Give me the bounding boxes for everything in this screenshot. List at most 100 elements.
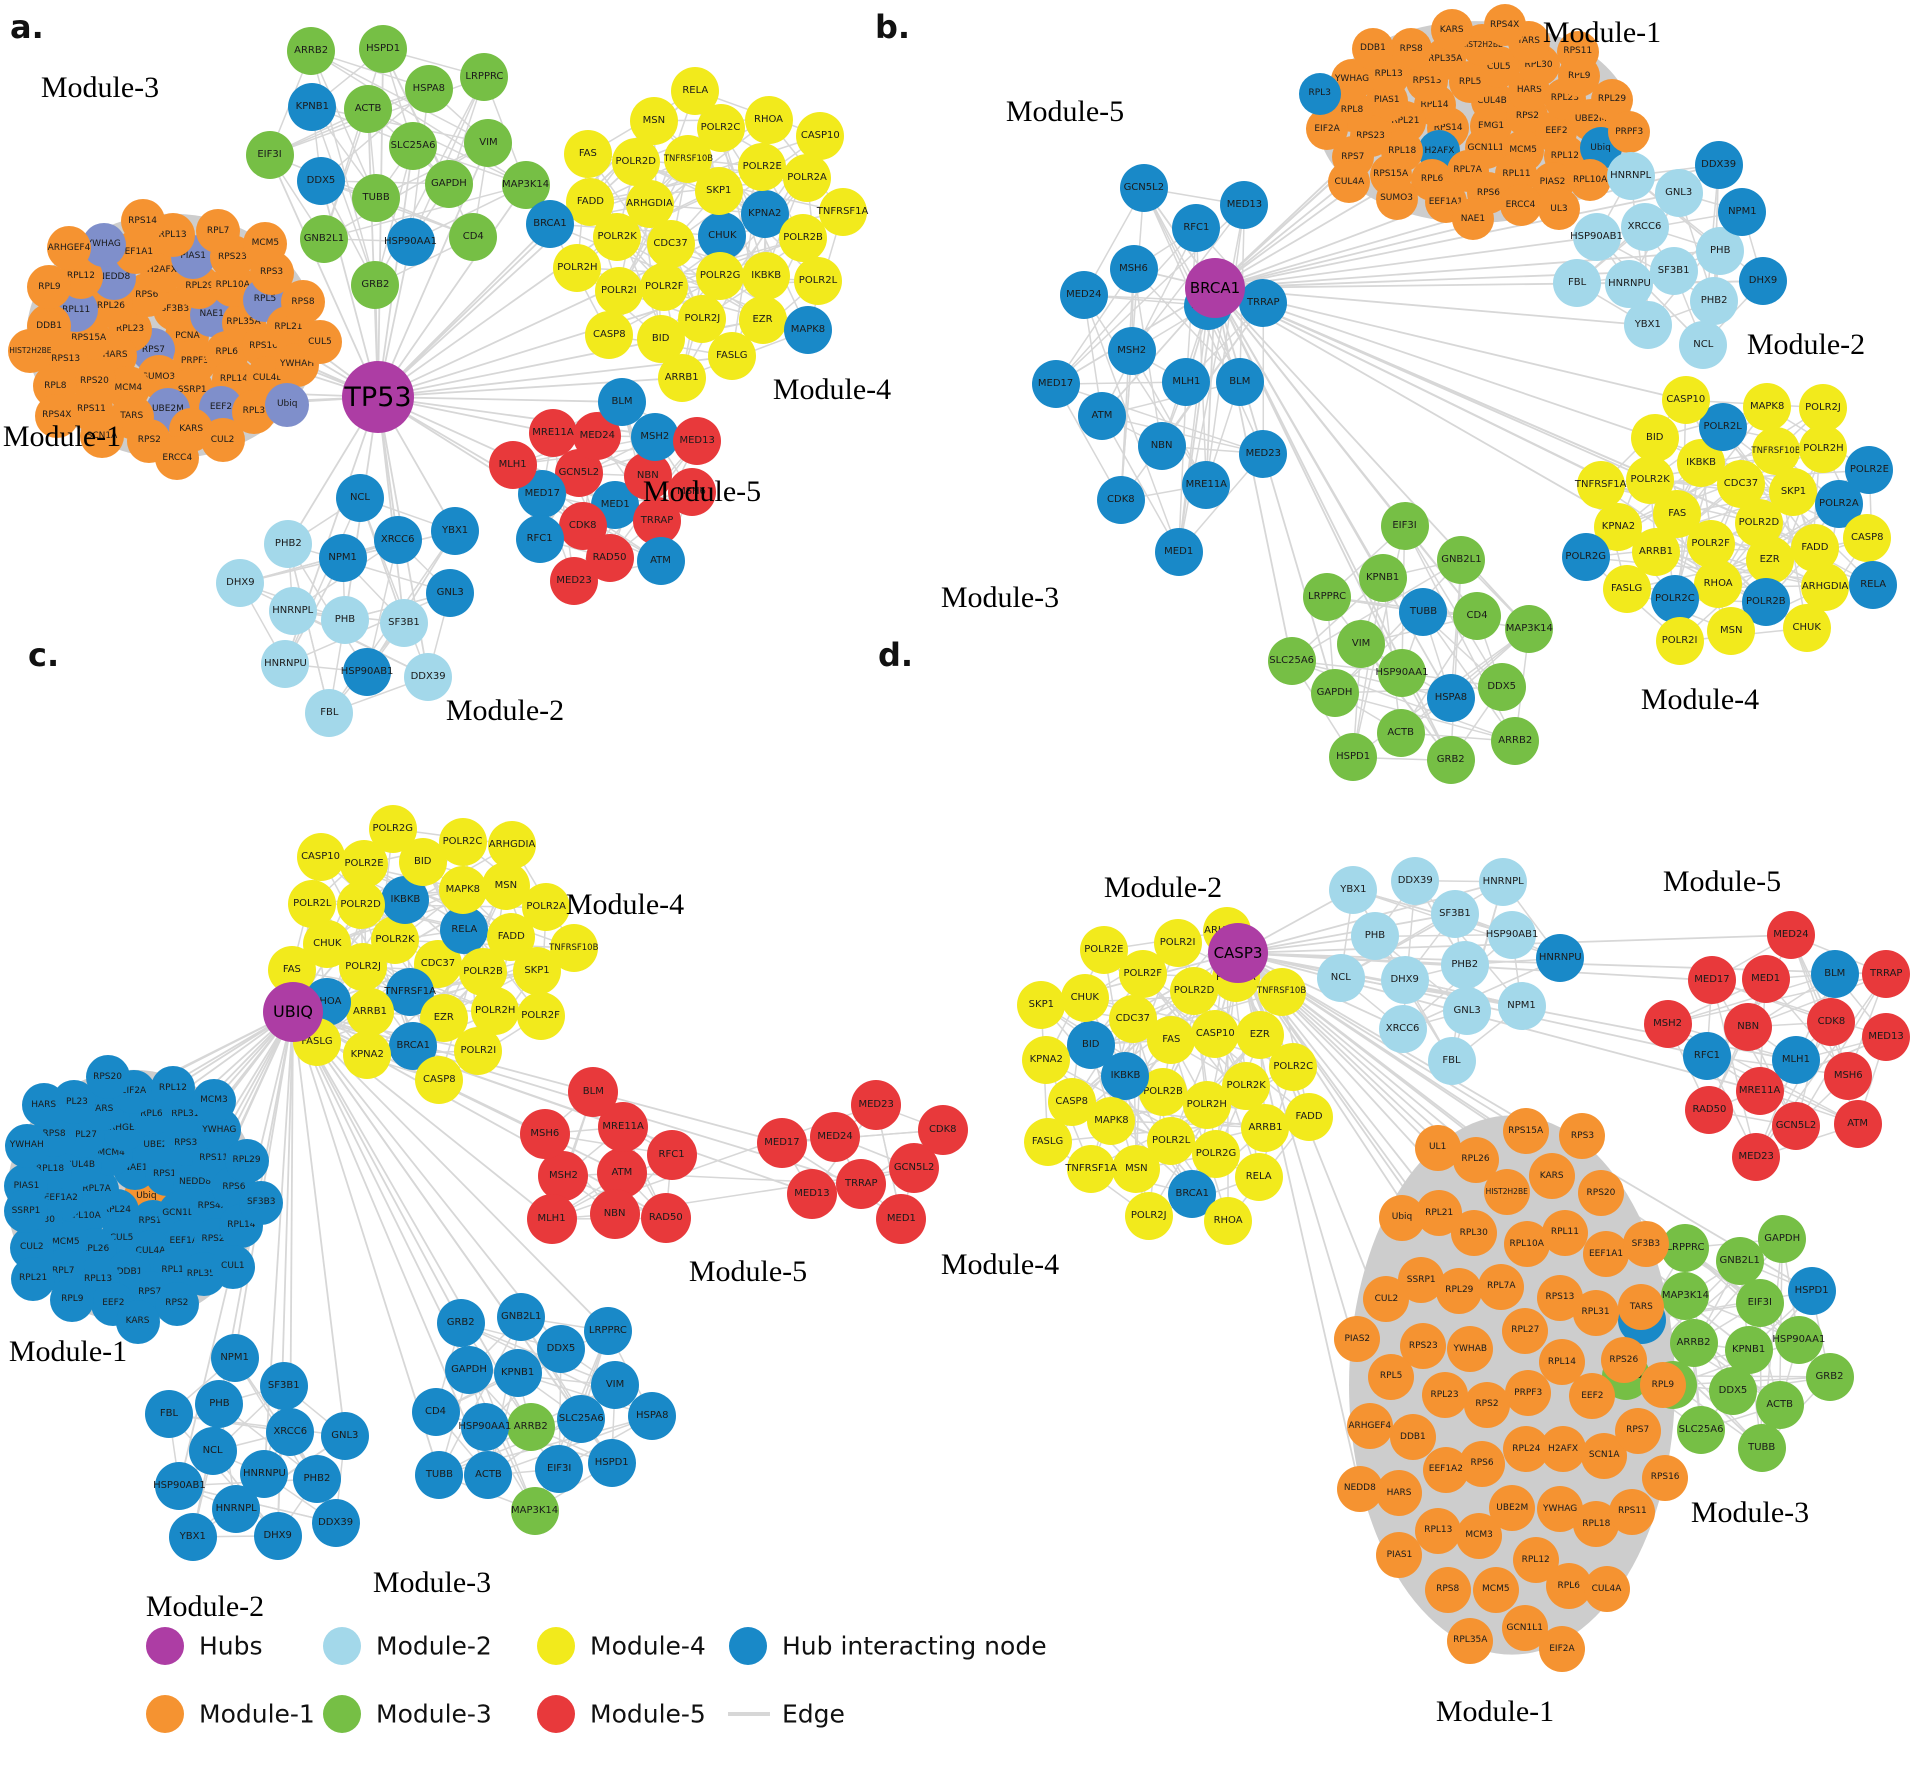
node-HSPA8[interactable]: HSPA8 bbox=[1426, 674, 1475, 723]
node-CUL5[interactable]: CUL5 bbox=[297, 320, 342, 365]
node-CHUK[interactable]: CHUK bbox=[1060, 973, 1109, 1022]
node-CUL2[interactable]: CUL2 bbox=[200, 418, 245, 463]
hub-node-CASP3[interactable]: CASP3 bbox=[1208, 923, 1268, 983]
node-MED13[interactable]: MED13 bbox=[1862, 1012, 1911, 1061]
node-RPL5[interactable]: RPL5 bbox=[1368, 1353, 1415, 1400]
node-SLC25A6[interactable]: SLC25A6 bbox=[557, 1395, 606, 1444]
node-RPS7[interactable]: RPS7 bbox=[1614, 1407, 1661, 1454]
node-ATM[interactable]: ATM bbox=[1833, 1100, 1882, 1149]
node-XRCC6[interactable]: XRCC6 bbox=[266, 1407, 315, 1456]
node-MLH1[interactable]: MLH1 bbox=[488, 440, 537, 489]
node-BID[interactable]: BID bbox=[1630, 413, 1679, 462]
node-RFC1[interactable]: RFC1 bbox=[1682, 1031, 1731, 1080]
node-CHUK[interactable]: CHUK bbox=[1782, 603, 1831, 652]
node-GNB2L1[interactable]: GNB2L1 bbox=[299, 214, 348, 263]
node-EIF3I[interactable]: EIF3I bbox=[1735, 1278, 1784, 1327]
node-PHB2[interactable]: PHB2 bbox=[1440, 940, 1489, 989]
node-DHX9[interactable]: DHX9 bbox=[253, 1511, 302, 1560]
node-RPS11[interactable]: RPS11 bbox=[1609, 1488, 1656, 1535]
node-RPL26[interactable]: RPL26 bbox=[1452, 1136, 1499, 1183]
node-POLR2E[interactable]: POLR2E bbox=[340, 840, 389, 889]
node-MLH1[interactable]: MLH1 bbox=[1162, 357, 1211, 406]
node-MAP3K14[interactable]: MAP3K14 bbox=[510, 1486, 559, 1535]
node-EIF3I[interactable]: EIF3I bbox=[535, 1444, 584, 1493]
node-Ubiq[interactable]: Ubiq bbox=[265, 382, 310, 427]
node-MED23[interactable]: MED23 bbox=[1732, 1133, 1781, 1182]
node-POLR2L[interactable]: POLR2L bbox=[793, 257, 842, 305]
node-MAP3K14[interactable]: MAP3K14 bbox=[1661, 1271, 1710, 1320]
node-NCL[interactable]: NCL bbox=[1679, 320, 1728, 369]
node-RPS8[interactable]: RPS8 bbox=[1390, 28, 1433, 71]
node-MSN[interactable]: MSN bbox=[481, 862, 530, 910]
node-GNB2L1[interactable]: GNB2L1 bbox=[1437, 535, 1486, 584]
node-MCM5[interactable]: MCM5 bbox=[1472, 1566, 1519, 1613]
node-POLR2J[interactable]: POLR2J bbox=[1124, 1191, 1173, 1240]
node-YWHAH[interactable]: YWHAH bbox=[4, 1123, 49, 1168]
node-SLC25A6[interactable]: SLC25A6 bbox=[389, 121, 438, 170]
node-RPL27[interactable]: RPL27 bbox=[1502, 1307, 1549, 1354]
node-TRRAP[interactable]: TRRAP bbox=[836, 1159, 887, 1210]
node-RPS14[interactable]: RPS14 bbox=[120, 199, 165, 244]
node-RELA[interactable]: RELA bbox=[1849, 560, 1898, 609]
node-PHB[interactable]: PHB bbox=[320, 595, 369, 644]
node-MED23[interactable]: MED23 bbox=[851, 1080, 902, 1131]
node-POLR2D[interactable]: POLR2D bbox=[611, 137, 660, 186]
hub-node-TP53[interactable]: TP53 bbox=[342, 361, 414, 433]
node-DDX5[interactable]: DDX5 bbox=[1477, 663, 1526, 712]
node-RPS15A[interactable]: RPS15A bbox=[1502, 1108, 1549, 1155]
node-CDC37[interactable]: CDC37 bbox=[1108, 995, 1157, 1044]
node-RPL21[interactable]: RPL21 bbox=[11, 1256, 56, 1301]
node-GNB2L1[interactable]: GNB2L1 bbox=[497, 1293, 546, 1342]
node-GRB2[interactable]: GRB2 bbox=[351, 261, 400, 310]
node-MRE11A[interactable]: MRE11A bbox=[1735, 1066, 1784, 1115]
node-NCL[interactable]: NCL bbox=[335, 473, 384, 522]
node-GAPDH[interactable]: GAPDH bbox=[1310, 668, 1359, 717]
node-KPNB1[interactable]: KPNB1 bbox=[1724, 1326, 1773, 1375]
node-FBL[interactable]: FBL bbox=[1553, 259, 1602, 308]
node-GAPDH[interactable]: GAPDH bbox=[424, 159, 473, 208]
node-EIF2A[interactable]: EIF2A bbox=[1306, 108, 1349, 151]
node-TUBB[interactable]: TUBB bbox=[415, 1450, 464, 1499]
node-POLR2H[interactable]: POLR2H bbox=[1799, 424, 1848, 473]
node-RELA[interactable]: RELA bbox=[1234, 1152, 1283, 1201]
node-HSPD1[interactable]: HSPD1 bbox=[1329, 733, 1378, 782]
node-ACTB[interactable]: ACTB bbox=[344, 84, 393, 133]
node-TNFRSF10B[interactable]: TNFRSF10B bbox=[1257, 967, 1306, 1016]
node-KPNA2[interactable]: KPNA2 bbox=[343, 1031, 392, 1080]
node-CUL4A[interactable]: CUL4A bbox=[1328, 161, 1371, 204]
node-MED24[interactable]: MED24 bbox=[810, 1111, 861, 1162]
node-LRPPRC[interactable]: LRPPRC bbox=[583, 1306, 632, 1355]
node-YBX1[interactable]: YBX1 bbox=[1329, 865, 1378, 914]
node-ERCC4[interactable]: ERCC4 bbox=[1499, 184, 1542, 227]
node-GNL3[interactable]: GNL3 bbox=[320, 1411, 369, 1460]
node-MAPK8[interactable]: MAPK8 bbox=[1743, 383, 1792, 432]
node-HNRNPU[interactable]: HNRNPU bbox=[1536, 934, 1585, 983]
node-XRCC6[interactable]: XRCC6 bbox=[1378, 1004, 1427, 1053]
node-NBN[interactable]: NBN bbox=[589, 1188, 640, 1239]
node-SF3B1[interactable]: SF3B1 bbox=[1649, 246, 1698, 295]
node-RPL29[interactable]: RPL29 bbox=[1436, 1267, 1483, 1314]
node-DDX5[interactable]: DDX5 bbox=[296, 156, 345, 205]
node-BID[interactable]: BID bbox=[1066, 1020, 1115, 1069]
node-SCN1A[interactable]: SCN1A bbox=[79, 414, 124, 459]
node-CDC37[interactable]: CDC37 bbox=[1716, 459, 1765, 508]
node-MSH6[interactable]: MSH6 bbox=[519, 1108, 570, 1159]
node-POLR2E[interactable]: POLR2E bbox=[738, 143, 787, 192]
node-POLR2E[interactable]: POLR2E bbox=[1079, 925, 1128, 974]
node-TUBB[interactable]: TUBB bbox=[1399, 588, 1448, 637]
node-CDK8[interactable]: CDK8 bbox=[917, 1104, 968, 1155]
node-HSPA8[interactable]: HSPA8 bbox=[404, 64, 453, 113]
node-RPS20[interactable]: RPS20 bbox=[85, 1055, 130, 1100]
node-GCN1L1[interactable]: GCN1L1 bbox=[1501, 1605, 1548, 1652]
node-CUL2[interactable]: CUL2 bbox=[1363, 1276, 1410, 1322]
node-CD4[interactable]: CD4 bbox=[1453, 591, 1502, 640]
node-NBN[interactable]: NBN bbox=[1137, 422, 1186, 471]
node-RPL12[interactable]: RPL12 bbox=[150, 1066, 195, 1111]
node-MAP3K14[interactable]: MAP3K14 bbox=[501, 161, 550, 210]
node-MED13[interactable]: MED13 bbox=[1220, 180, 1269, 229]
node-RPL3[interactable]: RPL3 bbox=[1298, 72, 1341, 115]
node-MSH2[interactable]: MSH2 bbox=[630, 412, 679, 461]
node-CD4[interactable]: CD4 bbox=[449, 213, 498, 262]
node-EEF1A1[interactable]: EEF1A1 bbox=[1583, 1231, 1630, 1278]
node-MED1[interactable]: MED1 bbox=[876, 1194, 927, 1245]
